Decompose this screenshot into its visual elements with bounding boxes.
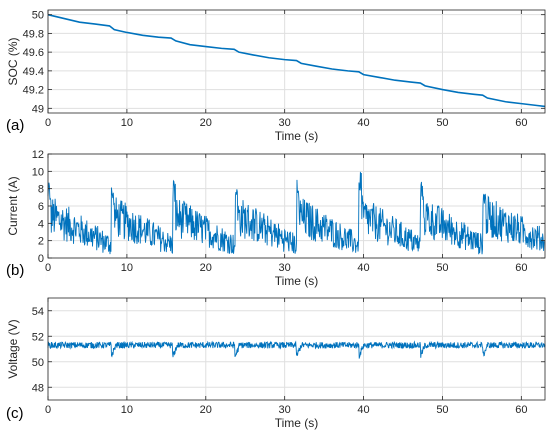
x-tick-label: 30: [279, 404, 291, 416]
x-tick-label: 0: [45, 117, 51, 129]
x-tick-label: 0: [45, 404, 51, 416]
y-tick-label: 49.6: [23, 47, 44, 59]
y-tick-label: 2: [38, 236, 44, 248]
panel-label: (b): [6, 262, 24, 279]
x-tick-label: 50: [436, 262, 448, 274]
x-tick-label: 50: [436, 404, 448, 416]
y-tick-label: 49.4: [23, 66, 44, 78]
x-tick-label: 20: [200, 117, 212, 129]
x-axis-label: Time (s): [275, 129, 319, 143]
y-tick-label: 0: [38, 253, 44, 265]
y-tick-label: 48: [32, 382, 44, 394]
voltage-series-line: [47, 340, 546, 359]
y-tick-label: 12: [32, 149, 44, 161]
y-tick-label: 54: [32, 306, 44, 318]
axes-frame: [47, 9, 546, 114]
y-tick-label: 10: [32, 166, 44, 178]
x-tick-label: 30: [279, 117, 291, 129]
y-tick-label: 49: [32, 103, 44, 115]
panel-a-soc-chart: 0 10 20 30 40 50 60 49 49.2 49.4 49.6 49.8 50 Time (s…: [6, 9, 546, 143]
panel-label: (c): [6, 405, 24, 422]
soc-series-line: [47, 13, 546, 108]
x-tick-label: 40: [357, 404, 369, 416]
x-tick-label: 60: [515, 262, 527, 274]
y-axis-label: Current (A): [6, 176, 20, 235]
x-tick-label: 60: [515, 117, 527, 129]
x-tick-label: 20: [200, 404, 212, 416]
y-tick-label: 49.2: [23, 85, 44, 97]
x-tick-label: 20: [200, 262, 212, 274]
panel-label: (a): [6, 117, 24, 134]
panel-c-voltage-chart: 0 10 20 30 40 50 60 48 50 52 54 Time (s) Voltage (V)…: [6, 297, 546, 430]
x-tick-label: 40: [357, 117, 369, 129]
y-tick-label: 50: [32, 357, 44, 369]
x-tick-label: 30: [279, 262, 291, 274]
x-tick-label: 0: [45, 262, 51, 274]
x-tick-label: 10: [121, 404, 133, 416]
panel-b-current-chart: 0 10 20 30 40 50 60 0 2 4 6 8 10 12 Time (s) Current (A…: [6, 149, 546, 288]
y-axis-label: SOC (%): [6, 37, 20, 85]
y-tick-label: 6: [38, 201, 44, 213]
y-axis-label: Voltage (V): [6, 319, 20, 378]
y-tick-label: 4: [38, 218, 44, 230]
x-tick-label: 10: [121, 117, 133, 129]
x-axis-label: Time (s): [275, 274, 319, 288]
y-tick-label: 49.8: [23, 28, 44, 40]
y-tick-label: 52: [32, 331, 44, 343]
axes-frame: [47, 297, 546, 401]
x-tick-label: 40: [357, 262, 369, 274]
x-tick-label: 50: [436, 117, 448, 129]
current-series-line: [47, 171, 545, 255]
y-tick-label: 50: [32, 10, 44, 22]
y-tick-label: 8: [38, 184, 44, 196]
x-tick-label: 10: [121, 262, 133, 274]
x-axis-label: Time (s): [275, 416, 319, 430]
x-tick-label: 60: [515, 404, 527, 416]
